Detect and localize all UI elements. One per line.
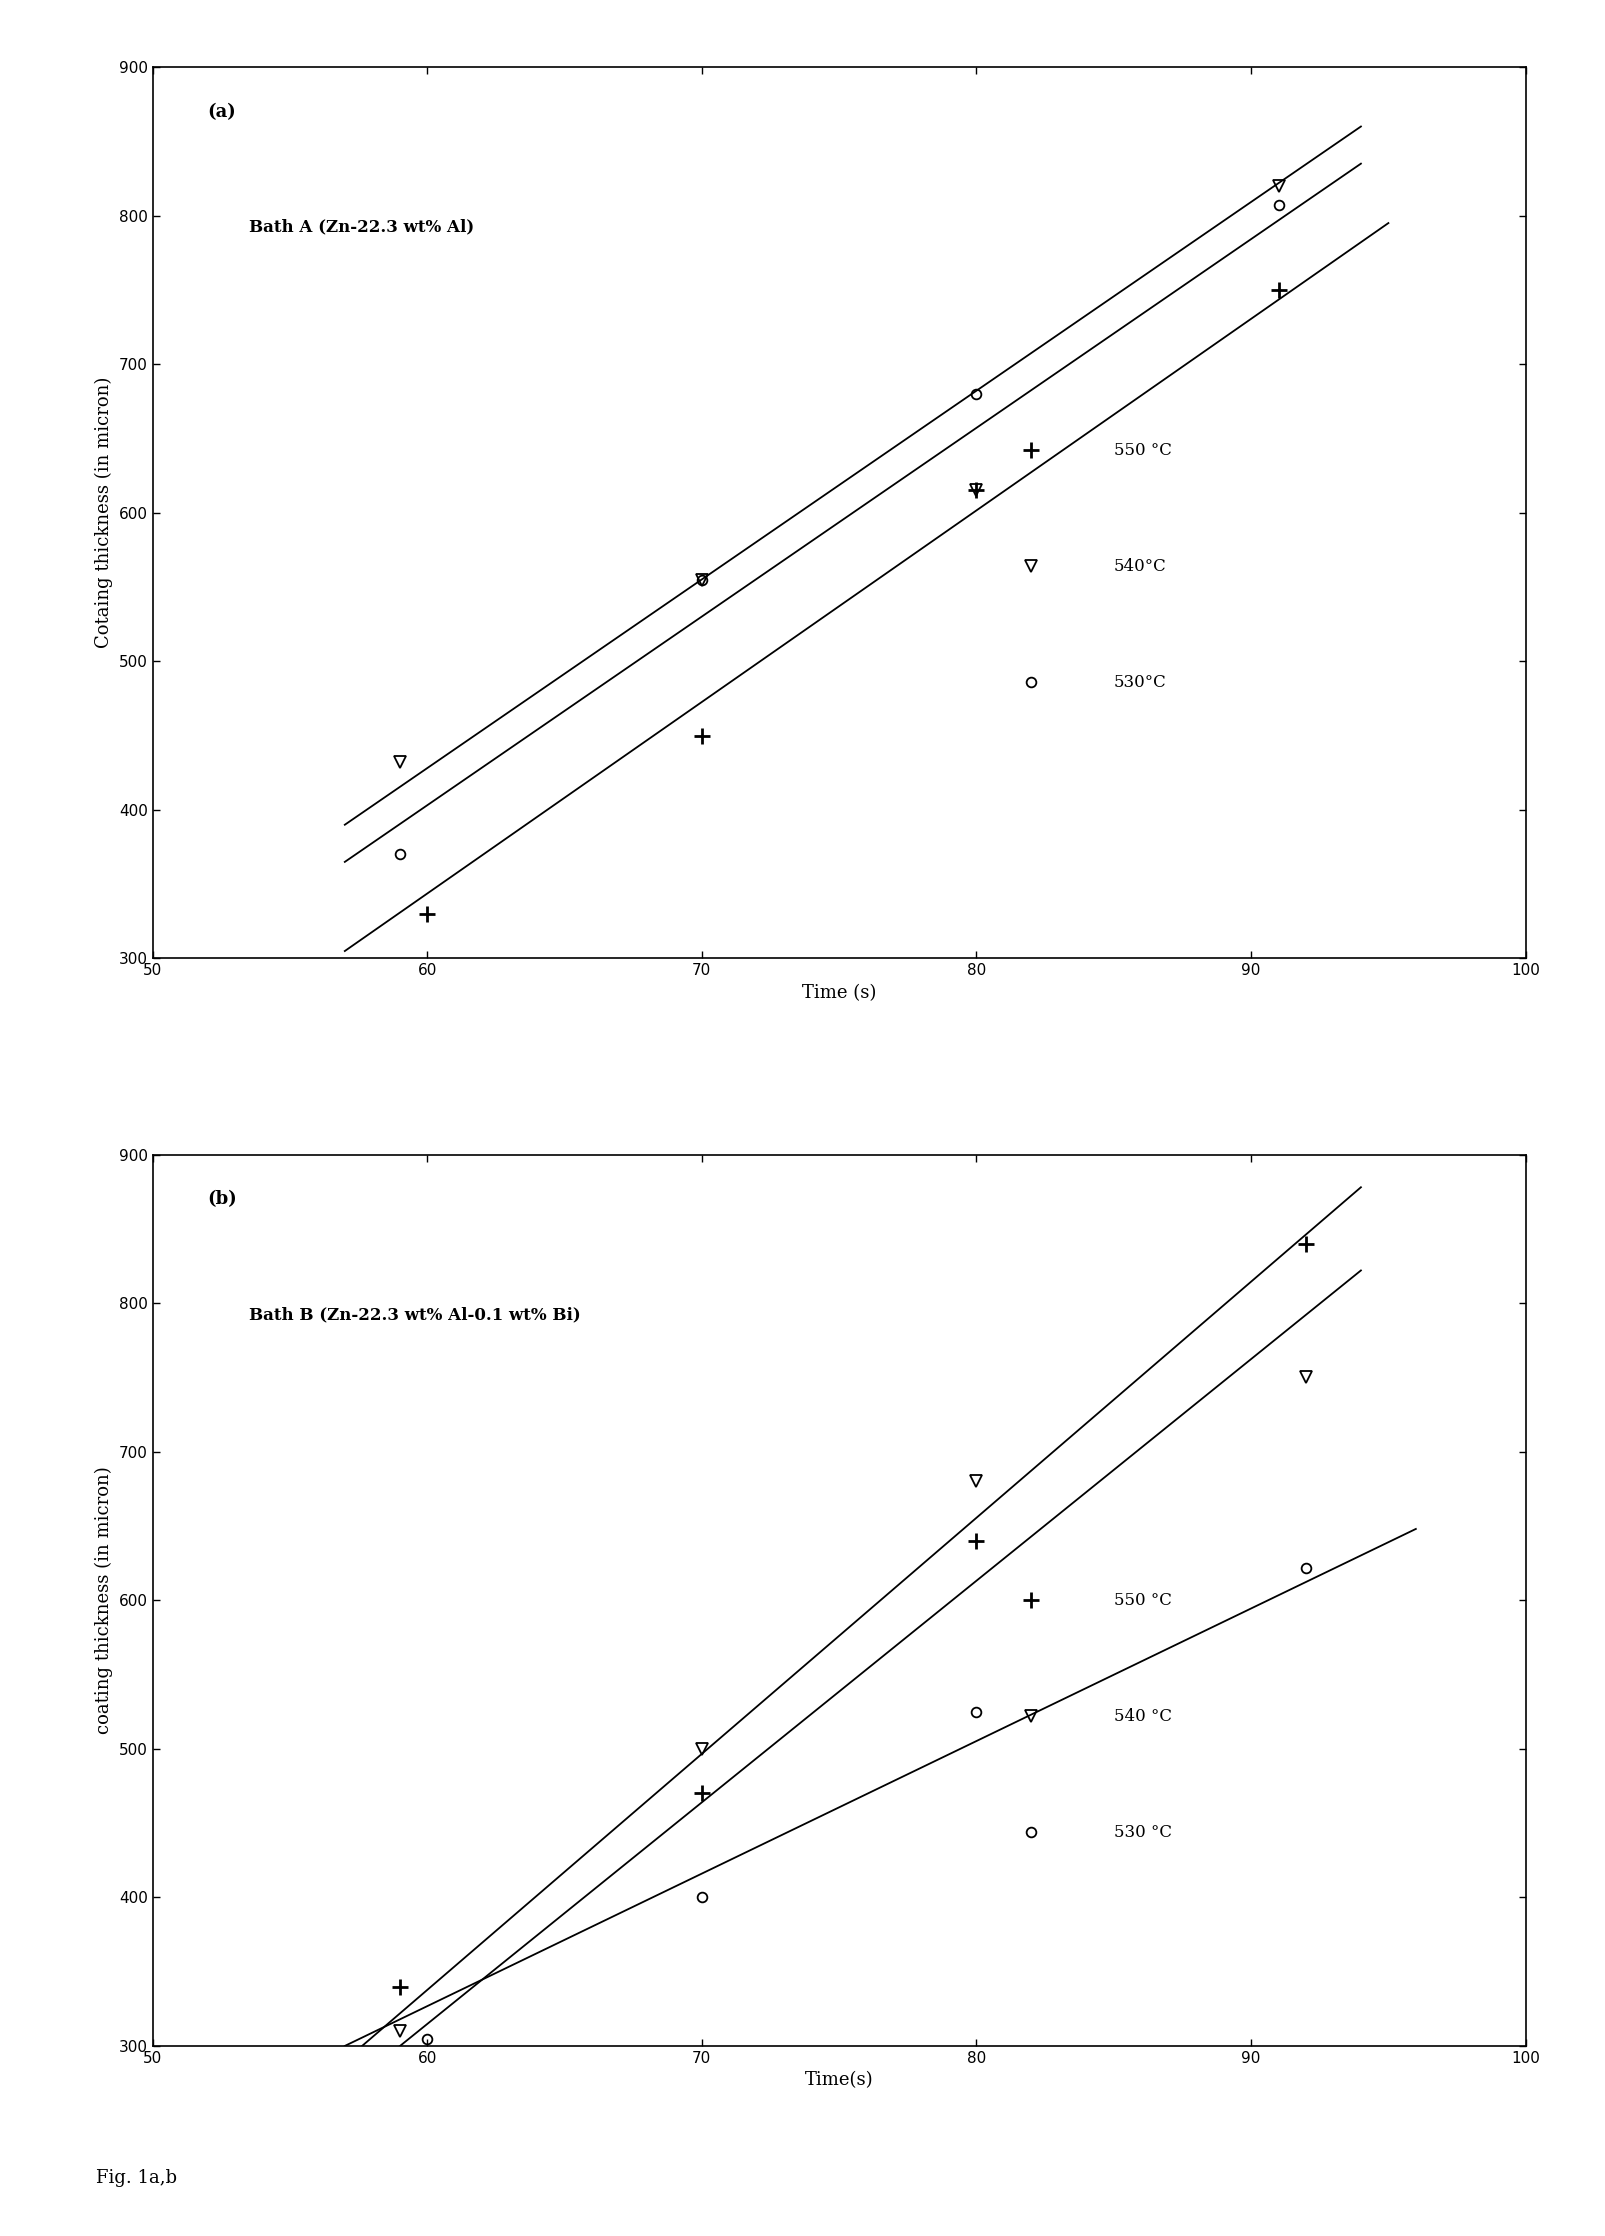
X-axis label: Time(s): Time(s) xyxy=(804,2071,873,2088)
Y-axis label: Cotaing thickness (in micron): Cotaing thickness (in micron) xyxy=(95,378,112,648)
Text: 550 °C: 550 °C xyxy=(1114,1592,1172,1608)
Text: (a): (a) xyxy=(207,103,236,121)
Text: Fig. 1a,b: Fig. 1a,b xyxy=(96,2169,177,2187)
Text: 540 °C: 540 °C xyxy=(1114,1708,1172,1724)
Text: (b): (b) xyxy=(207,1190,238,1207)
Text: 530 °C: 530 °C xyxy=(1114,1825,1172,1840)
Text: 540°C: 540°C xyxy=(1114,557,1165,575)
Text: Bath B (Zn-22.3 wt% Al-0.1 wt% Bi): Bath B (Zn-22.3 wt% Al-0.1 wt% Bi) xyxy=(249,1306,579,1324)
X-axis label: Time (s): Time (s) xyxy=(801,984,876,1002)
Y-axis label: coating thickness (in micron): coating thickness (in micron) xyxy=(95,1467,112,1735)
Text: Bath A (Zn-22.3 wt% Al): Bath A (Zn-22.3 wt% Al) xyxy=(249,219,473,235)
Text: 550 °C: 550 °C xyxy=(1114,443,1172,458)
Text: 530°C: 530°C xyxy=(1114,673,1165,691)
